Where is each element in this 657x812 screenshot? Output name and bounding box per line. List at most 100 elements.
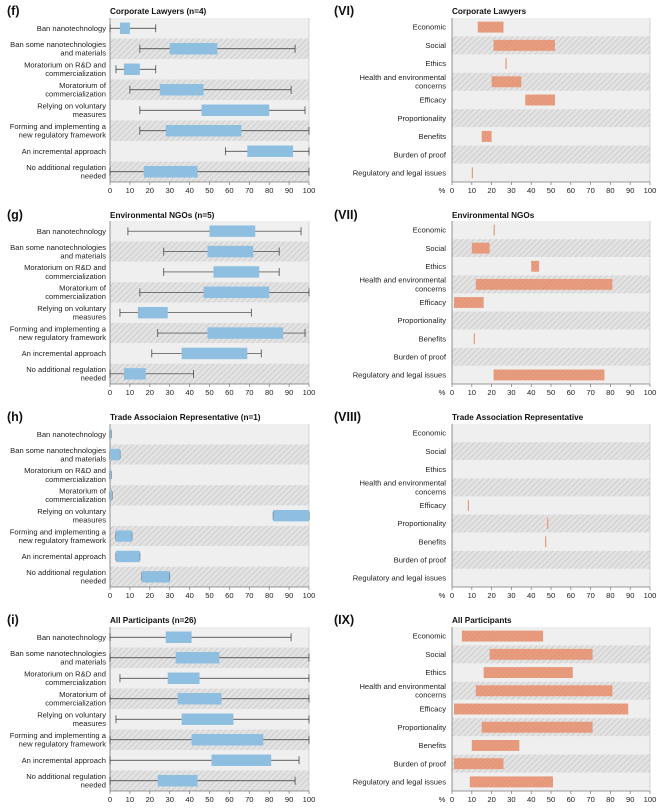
category-label-i-4: Relying on voluntary measures xyxy=(37,711,106,729)
band-VIII-4 xyxy=(452,496,650,515)
box-h-2 xyxy=(110,469,112,481)
category-label-g-2: Moratorium on R&D and commercialization xyxy=(24,263,106,281)
x-tick-label-VI-8: 80 xyxy=(606,186,614,195)
range-bar-VII-3 xyxy=(475,278,613,290)
category-label-VI-4: Efficacy xyxy=(420,96,447,105)
category-label-IX-5: Proportionality xyxy=(397,723,446,732)
box-g-5 xyxy=(207,327,284,339)
category-label-IX-6: Benefits xyxy=(419,741,447,750)
x-tick-label-i-10: 100 xyxy=(303,795,316,804)
box-i-0 xyxy=(165,631,192,643)
range-bar-VII-1 xyxy=(471,242,490,254)
category-label-VIII-4: Efficacy xyxy=(420,501,447,510)
x-tick-label-VII-7: 70 xyxy=(586,388,594,397)
category-label-VII-1: Social xyxy=(425,244,446,253)
x-tick-label-f-1: 10 xyxy=(126,186,134,195)
band-VII-7 xyxy=(452,347,650,366)
box-i-5 xyxy=(191,734,264,746)
x-tick-label-IX-1: 10 xyxy=(468,795,476,804)
box-f-7 xyxy=(143,166,198,178)
x-tick-label-VIII-4: 40 xyxy=(527,591,535,600)
band-VIII-2 xyxy=(452,460,650,479)
band-VIII-6 xyxy=(452,532,650,551)
x-tick-label-f-4: 40 xyxy=(185,186,193,195)
box-g-7 xyxy=(123,368,146,380)
category-label-VI-0: Economic xyxy=(413,23,447,32)
x-tick-label-VII-0: 0 xyxy=(450,388,454,397)
x-tick-label-VI-9: 90 xyxy=(626,186,634,195)
band-h-7 xyxy=(110,566,309,587)
range-bar-VIII-5 xyxy=(547,518,549,530)
band-h-2 xyxy=(110,464,309,486)
category-label-VI-3: Health and environmental concerns xyxy=(359,73,446,91)
category-label-f-0: Ban nanotechnology xyxy=(37,24,106,33)
x-tick-label-VI-1: 10 xyxy=(468,186,476,195)
category-label-h-5: Forming and implementing a new regulatory… xyxy=(10,527,107,545)
x-tick-label-g-0: 0 xyxy=(108,388,112,397)
x-tick-label-i-3: 30 xyxy=(165,795,173,804)
box-i-6 xyxy=(211,754,272,766)
x-tick-label-VIII-3: 30 xyxy=(507,591,515,600)
band-VII-2 xyxy=(452,257,650,276)
panel-title-IX: All Participants xyxy=(452,616,512,625)
x-tick-label-h-0: 0 xyxy=(108,591,112,600)
x-tick-label-h-7: 70 xyxy=(245,591,253,600)
band-VIII-3 xyxy=(452,478,650,497)
category-label-IX-2: Ethics xyxy=(425,668,446,677)
panel-title-f: Corporate Lawyers (n=4) xyxy=(110,7,207,16)
x-tick-label-g-4: 40 xyxy=(185,388,193,397)
category-label-f-6: An incremental approach xyxy=(22,147,106,156)
category-label-IX-4: Efficacy xyxy=(420,705,447,714)
category-label-h-4: Relying on voluntary measures xyxy=(37,507,106,525)
box-i-1 xyxy=(175,652,220,664)
category-label-VIII-5: Proportionality xyxy=(397,519,446,528)
x-tick-label-VI-6: 60 xyxy=(567,186,575,195)
category-label-h-0: Ban nanotechnology xyxy=(37,430,106,439)
category-label-g-7: No additional regulation needed xyxy=(26,365,106,383)
x-tick-label-i-1: 10 xyxy=(126,795,134,804)
band-f-2 xyxy=(110,59,309,80)
range-bar-IX-3 xyxy=(475,685,613,697)
x-tick-label-i-2: 20 xyxy=(146,795,154,804)
box-h-7 xyxy=(141,571,170,583)
band-h-6 xyxy=(110,546,309,567)
panel-label-i: (i) xyxy=(7,613,19,627)
range-bar-VII-6 xyxy=(473,333,475,345)
x-tick-label-f-5: 50 xyxy=(205,186,213,195)
category-label-VIII-0: Economic xyxy=(413,429,447,438)
category-label-h-3: Moratorium of commercialization xyxy=(45,487,107,505)
box-h-5 xyxy=(115,530,132,542)
band-VI-2 xyxy=(452,54,650,73)
box-f-4 xyxy=(201,104,270,116)
x-tick-label-VI-4: 40 xyxy=(527,186,535,195)
x-tick-label-VIII-0: 0 xyxy=(450,591,454,600)
category-label-h-1: Ban some nanotechnologies and materials xyxy=(10,446,106,464)
band-h-1 xyxy=(110,444,309,465)
x-tick-label-h-5: 50 xyxy=(205,591,213,600)
x-tick-label-VII-3: 30 xyxy=(507,388,515,397)
x-tick-label-g-5: 50 xyxy=(205,388,213,397)
x-tick-label-VI-3: 30 xyxy=(507,186,515,195)
x-tick-label-h-10: 100 xyxy=(303,591,316,600)
band-VIII-8 xyxy=(452,568,650,587)
x-tick-label-f-6: 60 xyxy=(225,186,233,195)
x-tick-label-VI-10: 100 xyxy=(644,186,657,195)
box-f-5 xyxy=(165,125,242,137)
x-tick-label-f-10: 100 xyxy=(303,186,316,195)
range-bar-IX-1 xyxy=(489,648,593,660)
range-bar-VI-6 xyxy=(481,130,492,142)
x-tick-label-VII-1: 10 xyxy=(468,388,476,397)
category-label-f-5: Forming and implementing a new regulatory… xyxy=(10,122,107,140)
x-unit-label-VI: % xyxy=(439,186,446,195)
panel-label-VI: (VI) xyxy=(334,4,354,18)
x-unit-label-IX: % xyxy=(439,795,446,804)
panel-IX: (IX) All Participants 0 10 20 30 40 50 60 70 80 90 1… xyxy=(334,613,656,804)
range-bar-VII-2 xyxy=(531,260,540,272)
range-bar-VIII-4 xyxy=(467,500,470,511)
category-label-h-2: Moratorium on R&D and commercialization xyxy=(24,466,106,484)
x-tick-label-VIII-10: 100 xyxy=(644,591,657,600)
range-bar-IX-8 xyxy=(469,776,553,788)
box-g-6 xyxy=(181,347,248,360)
category-label-VIII-6: Benefits xyxy=(419,537,447,546)
x-tick-label-g-1: 10 xyxy=(126,388,134,397)
